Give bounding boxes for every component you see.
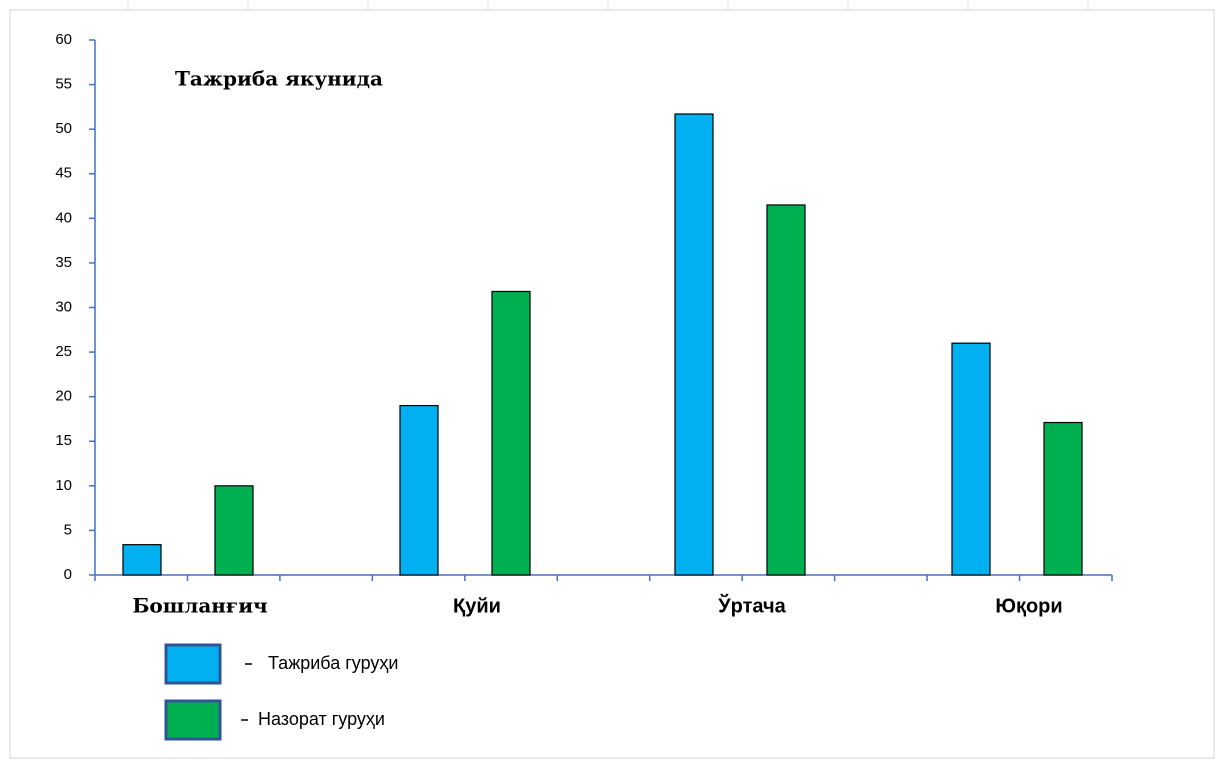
legend-label: Назорат гуруҳи bbox=[258, 709, 385, 729]
legend-swatch bbox=[164, 643, 222, 685]
y-tick-label: 50 bbox=[55, 120, 72, 137]
bar bbox=[399, 404, 439, 576]
bar bbox=[122, 544, 162, 576]
y-tick-label: 10 bbox=[55, 477, 72, 494]
chart-area bbox=[9, 9, 1215, 759]
bar bbox=[674, 113, 714, 576]
x-tick-label: Бошланғич bbox=[132, 594, 267, 618]
y-tick-label: 0 bbox=[64, 566, 72, 583]
y-tick-label: 60 bbox=[55, 31, 72, 48]
y-tick-label: 30 bbox=[55, 298, 72, 315]
bar bbox=[1043, 421, 1083, 576]
sheet-grid bbox=[127, 0, 1089, 10]
legend-swatch bbox=[164, 699, 222, 741]
y-tick-label: 20 bbox=[55, 388, 72, 405]
x-tick-label: Юқори bbox=[995, 595, 1062, 617]
bar bbox=[951, 342, 991, 576]
y-tick-label: 35 bbox=[55, 254, 72, 271]
y-tick-label: 40 bbox=[55, 209, 72, 226]
y-tick-label: 15 bbox=[55, 432, 72, 449]
y-tick-label: 25 bbox=[55, 343, 72, 360]
x-tick-label: Ўртача bbox=[717, 593, 786, 617]
legend-label: Тажриба гуруҳи bbox=[268, 653, 398, 673]
bar bbox=[491, 290, 531, 576]
chart-title: Тажриба якунида bbox=[175, 67, 383, 91]
x-tick-label: Қуйи bbox=[453, 595, 501, 617]
bar bbox=[214, 485, 254, 576]
y-tick-label: 45 bbox=[55, 165, 72, 182]
y-tick-label: 5 bbox=[64, 521, 72, 538]
bar bbox=[766, 204, 806, 576]
y-tick-label: 55 bbox=[55, 76, 72, 93]
